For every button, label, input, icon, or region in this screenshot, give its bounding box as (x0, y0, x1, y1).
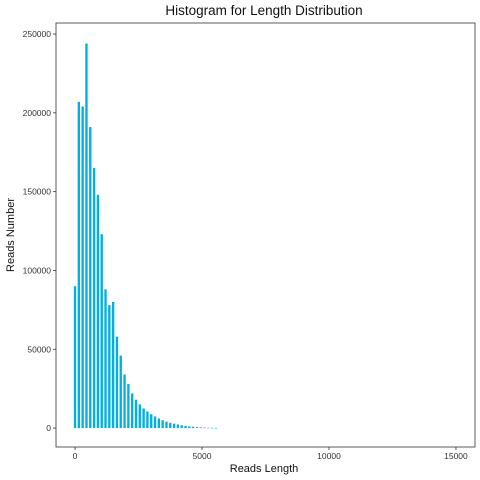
histogram-bar (161, 420, 164, 429)
y-tick-label: 250000 (23, 29, 52, 39)
histogram-bar (203, 427, 206, 429)
histogram-bar (92, 168, 96, 429)
histogram-bar (100, 234, 103, 429)
histogram-bar (195, 427, 199, 429)
y-axis: 0 50000 100000 150000 200000 250000 (23, 29, 56, 433)
histogram-bar (207, 427, 210, 429)
histogram-bar (142, 408, 145, 429)
x-axis-label: Reads Length (230, 463, 299, 475)
y-tick-label: 0 (46, 423, 51, 433)
histogram-bar (153, 416, 157, 429)
x-axis: 0 5000 10000 15000 (73, 447, 468, 461)
histogram-bar (184, 425, 187, 429)
histogram-bar (146, 411, 149, 429)
histogram-bar (138, 404, 141, 429)
histogram-bar (172, 423, 176, 429)
histogram-bar (165, 421, 168, 429)
histogram-bar (131, 393, 134, 429)
bars-group (73, 43, 218, 429)
x-tick-label: 5000 (193, 451, 212, 461)
chart-title: Histogram for Length Distribution (165, 3, 362, 18)
y-tick-label: 100000 (23, 265, 52, 275)
histogram-bar (210, 427, 214, 429)
histogram-bar (157, 418, 161, 429)
histogram-bar (127, 383, 130, 429)
histogram-bar (199, 427, 202, 429)
plot-frame (55, 22, 476, 448)
x-tick-label: 10000 (317, 451, 341, 461)
histogram-bar (104, 289, 107, 429)
histogram-bar (188, 426, 191, 429)
histogram-bar (73, 286, 77, 429)
histogram-bar (191, 426, 195, 429)
y-tick-label: 50000 (27, 344, 51, 354)
y-axis-label: Reads Number (5, 198, 17, 272)
histogram-bar (81, 106, 84, 429)
histogram-bar (176, 424, 180, 429)
histogram-bar (180, 425, 183, 429)
histogram-bar (150, 414, 153, 429)
histogram-bar (134, 399, 138, 429)
histogram-bar (89, 127, 92, 429)
histogram-bar (111, 301, 115, 429)
histogram-bar (77, 101, 81, 429)
x-tick-label: 0 (73, 451, 78, 461)
histogram-bar (96, 194, 100, 429)
y-tick-label: 200000 (23, 108, 52, 118)
y-tick-label: 150000 (23, 187, 52, 197)
histogram-bar (123, 374, 126, 429)
x-tick-label: 15000 (444, 451, 468, 461)
histogram-bar (85, 43, 88, 429)
histogram-bar (169, 422, 172, 429)
histogram-bar (119, 355, 122, 429)
histogram-bar (108, 305, 111, 429)
histogram-bar (214, 427, 218, 429)
histogram-bar (115, 336, 119, 429)
